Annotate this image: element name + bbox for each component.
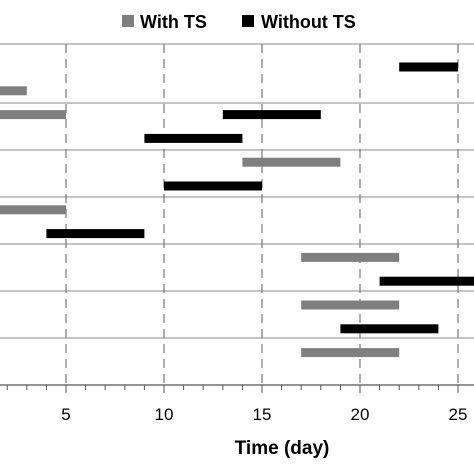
bar-with-ts [0,205,66,215]
vertical-gridlines [65,44,459,385]
legend: With TS Without TS [122,12,356,32]
bar-with-ts [242,157,341,167]
x-tick-label: 15 [253,405,272,424]
bar-without-ts [164,181,262,191]
bar-without-ts [144,133,243,143]
x-tick-label: 5 [61,405,70,424]
bar-without-ts [340,324,439,334]
bar-with-ts [301,252,400,262]
bar-without-ts [222,110,321,120]
bar-without-ts [399,62,458,72]
x-axis-title: Time (day) [235,438,330,459]
x-tick-label: 20 [351,405,370,424]
bar-with-ts [301,348,400,358]
legend-swatch-without-ts [242,15,254,27]
bar-with-ts [0,86,27,96]
bars [0,62,474,358]
x-tick-label: 10 [155,405,174,424]
bar-with-ts [301,300,400,310]
legend-label-with-ts: With TS [140,12,207,32]
bar-without-ts [46,229,145,239]
legend-label-without-ts: Without TS [261,12,356,32]
legend-swatch-with-ts [122,15,134,27]
horizontal-gridlines [0,43,474,339]
bar-with-ts [0,110,66,120]
bar-without-ts [379,276,474,286]
x-axis-ticks: 5 10 15 20 25 [6,385,468,424]
x-tick-label: 25 [449,405,468,424]
